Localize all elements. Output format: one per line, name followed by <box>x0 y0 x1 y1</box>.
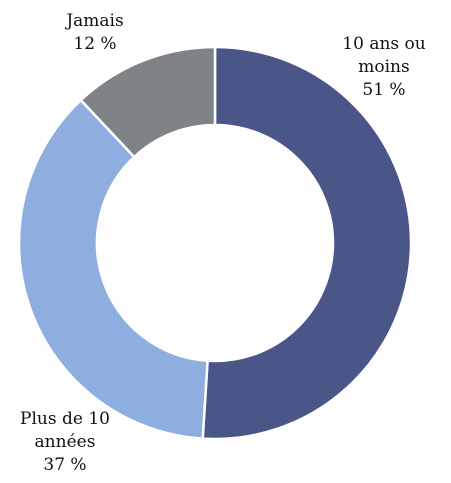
category-label: Jamais <box>66 11 124 31</box>
category-label: 10 ans ou moins <box>342 34 426 77</box>
slice <box>79 45 217 159</box>
value-label: 51 % <box>362 80 406 100</box>
slice-label: Jamais 12 % <box>40 10 150 56</box>
slice <box>17 98 209 440</box>
category-label: Plus de 10 années <box>20 409 110 452</box>
slice <box>201 45 413 441</box>
value-label: 12 % <box>73 34 117 54</box>
slice-label: 10 ans ou moins 51 % <box>322 33 446 102</box>
slice-label: Plus de 10 années 37 % <box>0 408 130 477</box>
value-label: 37 % <box>43 455 87 475</box>
